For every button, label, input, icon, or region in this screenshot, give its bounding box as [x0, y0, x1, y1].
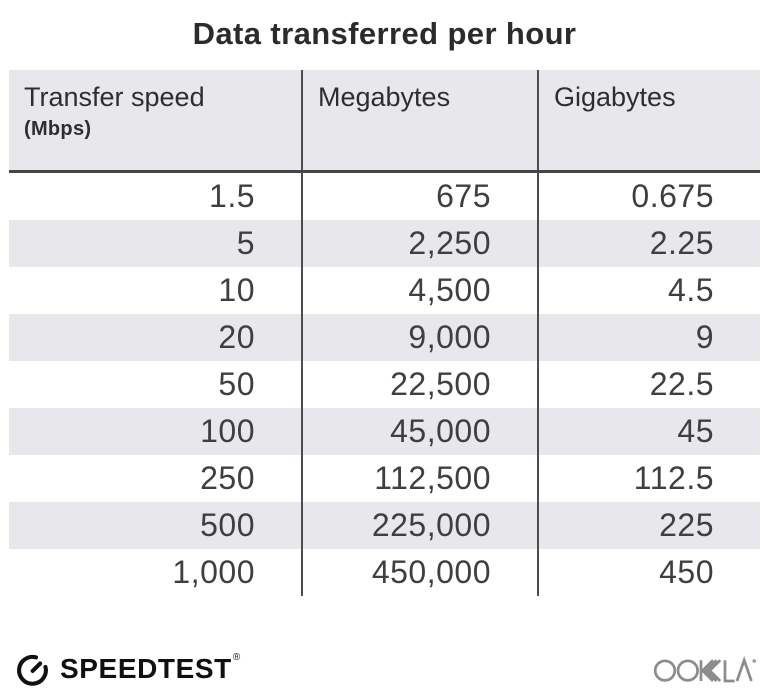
table-cell: 50 [218, 366, 255, 402]
header-row: Transfer speed (Mbps) Megabytes Gigabyte… [9, 70, 760, 173]
table-cell: 2.25 [537, 220, 760, 267]
table-row: 1,000 450,000 450 [9, 549, 760, 596]
table-row: 250 112,500 112.5 [9, 455, 760, 502]
table-cell: 9 [537, 314, 760, 361]
table-cell: 225,000 [301, 502, 538, 549]
table-cell: 22.5 [537, 361, 760, 408]
table-row: 5 2,250 2.25 [9, 220, 760, 267]
table-cell: 5 [9, 220, 302, 267]
header-transfer-speed-label: Transfer speed [24, 82, 205, 112]
table-cell: 100 [9, 408, 302, 455]
ookla-letter-k [699, 659, 722, 682]
table-cell: 22,500 [301, 361, 538, 408]
table-cell: 4.5 [537, 267, 760, 314]
registered-trademark-icon: ® [232, 652, 241, 663]
ookla-letter-a [735, 656, 753, 682]
page-title: Data transferred per hour [192, 16, 577, 51]
table-cell: 675 [301, 171, 538, 220]
ookla-letter-o1 [653, 659, 677, 682]
table-cell: 250 [200, 460, 255, 496]
ookla-wordmark [653, 656, 756, 683]
table-header: Transfer speed (Mbps) Megabytes Gigabyte… [9, 70, 760, 173]
table-cell: 1,000 [172, 554, 255, 590]
table-cell: 450,000 [301, 549, 538, 596]
header-megabytes: Megabytes [301, 70, 538, 173]
table-cell: 225 [537, 502, 760, 549]
ookla-letter-o2 [676, 659, 699, 682]
ookla-registered-mark [752, 659, 756, 663]
table-cell: 9,000 [301, 314, 538, 361]
table-row: 100 45,000 45 [9, 408, 760, 455]
table-cell: 112,500 [301, 455, 538, 502]
header-gigabytes: Gigabytes [537, 70, 760, 173]
speedtest-logo: SPEEDTEST® [14, 651, 240, 688]
table-row: 10 4,500 4.5 [9, 267, 760, 314]
table-cell: 0.675 [537, 171, 760, 220]
speedtest-gauge-icon [17, 654, 48, 686]
table-body: 1.5 675 0.675 5 2,250 2.25 10 4,500 4.5 20 9,000 9 5… [9, 171, 760, 596]
header-mbps-unit: (Mbps) [24, 118, 92, 140]
table-cell: 1.5 [209, 178, 255, 214]
table-cell: 500 [9, 502, 302, 549]
table-cell: 45 [537, 408, 760, 455]
table-cell: 450 [537, 549, 760, 596]
table-row: 1.5 675 0.675 [9, 171, 760, 220]
table-cell: 2,250 [301, 220, 538, 267]
table-cell: 20 [9, 314, 302, 361]
footer: SPEEDTEST® [14, 644, 757, 694]
ookla-logo [653, 652, 757, 686]
table-cell: 45,000 [301, 408, 538, 455]
table-cell: 4,500 [301, 267, 538, 314]
table-cell: 10 [218, 272, 255, 308]
header-transfer-speed: Transfer speed (Mbps) [9, 70, 302, 173]
speedtest-wordmark: SPEEDTEST® [60, 652, 241, 684]
table-cell: 112.5 [537, 455, 760, 502]
data-table: Transfer speed (Mbps) Megabytes Gigabyte… [9, 70, 760, 596]
table-row: 50 22,500 22.5 [9, 361, 760, 408]
ookla-letter-l [723, 660, 735, 683]
table-row: 500 225,000 225 [9, 502, 760, 549]
table-row: 20 9,000 9 [9, 314, 760, 361]
